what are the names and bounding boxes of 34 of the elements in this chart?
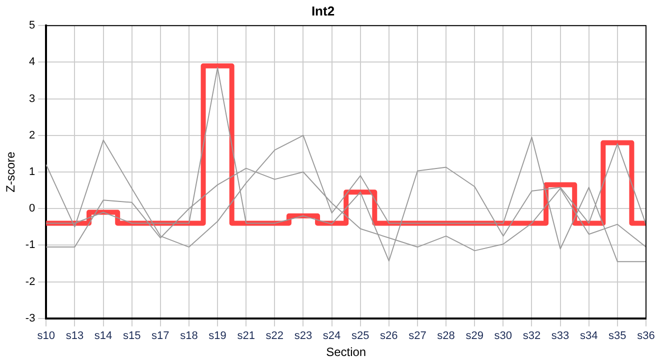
x-tick-label: s10	[37, 330, 56, 342]
x-tick-label: s32	[522, 330, 541, 342]
x-axis-title: Section	[326, 345, 366, 360]
y-axis-title: Z-score	[4, 151, 18, 192]
y-tick-label: 2	[29, 129, 36, 142]
x-tick-label: s35	[608, 330, 626, 342]
x-tick-label: s24	[322, 330, 341, 342]
y-tick-label: -2	[25, 276, 36, 288]
x-tick-label: s36	[637, 330, 655, 342]
chart-title: Int2	[311, 3, 335, 18]
x-tick-label: s26	[380, 330, 398, 342]
y-tick-label: 3	[29, 92, 36, 105]
x-tick-label: s17	[152, 330, 170, 342]
x-tick-label: s22	[266, 330, 284, 342]
x-tick-label: s23	[294, 330, 312, 342]
x-tick-label: s27	[408, 330, 426, 342]
x-tick-label: s30	[494, 330, 512, 342]
x-tick-label: s13	[66, 330, 84, 342]
y-tick-label: -3	[25, 312, 36, 324]
x-tick-label: s15	[122, 330, 141, 342]
y-tick-label: 0	[29, 202, 36, 215]
y-tick-label: 1	[29, 166, 36, 178]
x-tick-label: s18	[180, 330, 198, 342]
y-tick-label: -1	[25, 239, 36, 252]
x-tick-label: s28	[437, 330, 455, 342]
x-tick-label: s14	[94, 330, 112, 342]
y-tick-label: 4	[29, 56, 36, 68]
y-tick-label: 5	[29, 20, 36, 32]
x-tick-label: s33	[551, 330, 570, 342]
x-tick-label: s21	[237, 330, 255, 342]
x-tick-label: s34	[580, 330, 598, 342]
x-tick-label: s25	[351, 330, 370, 342]
x-tick-label: s19	[208, 330, 226, 342]
x-tick-label: s29	[466, 330, 484, 342]
